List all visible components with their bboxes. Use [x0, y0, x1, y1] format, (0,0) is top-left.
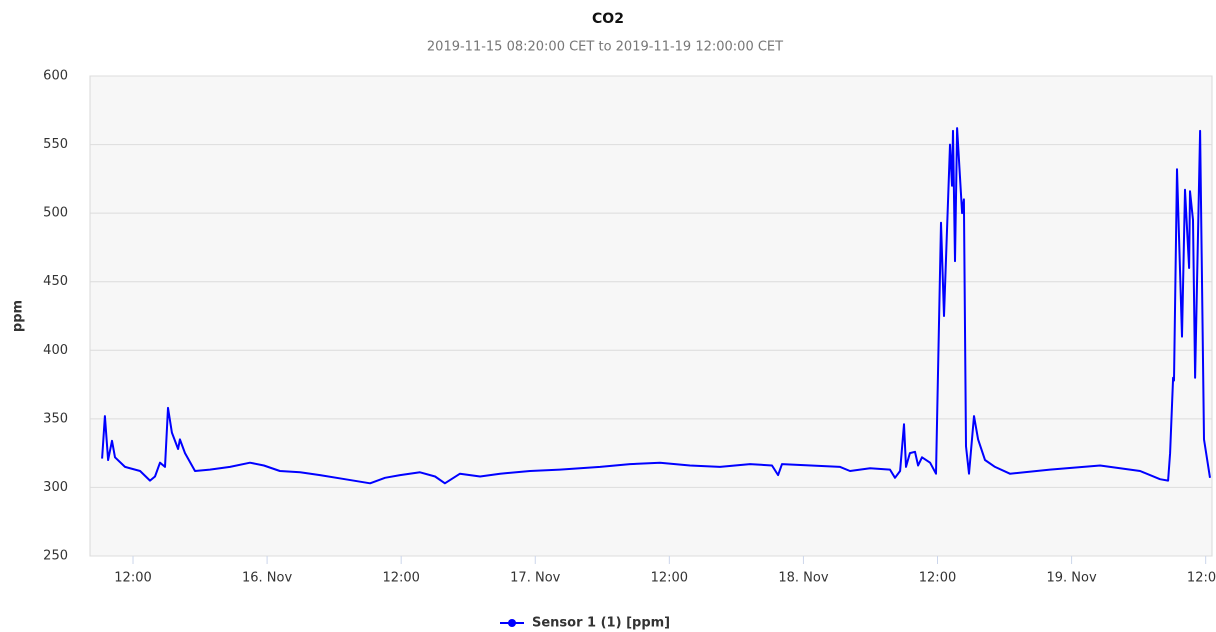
- y-tick-label: 350: [43, 411, 68, 426]
- y-tick-label: 250: [43, 549, 68, 564]
- x-tick-label: 12:00: [114, 571, 151, 586]
- x-tick-label: 12:00: [382, 571, 419, 586]
- x-tick-label: 12:00: [919, 571, 956, 586]
- y-tick-label: 500: [43, 206, 68, 221]
- x-tick-label: 12:00: [1187, 571, 1216, 586]
- x-tick-label: 12:00: [651, 571, 688, 586]
- y-axis-label: ppm: [11, 300, 26, 332]
- chart-subtitle: 2019-11-15 08:20:00 CET to 2019-11-19 12…: [427, 40, 783, 55]
- chart-title: CO2: [592, 11, 624, 27]
- legend-label: Sensor 1 (1) [ppm]: [532, 616, 670, 631]
- plot-area: [89, 75, 1213, 557]
- x-tick-label: 17. Nov: [510, 571, 560, 586]
- line: [101, 127, 1211, 485]
- y-tick-label: 450: [43, 274, 68, 289]
- legend-marker: [508, 619, 516, 627]
- y-tick-label: 600: [43, 69, 68, 84]
- y-tick-label: 550: [43, 137, 68, 152]
- y-tick-label: 400: [43, 343, 68, 358]
- x-tick-label: 19. Nov: [1046, 571, 1096, 586]
- x-tick-label: 16. Nov: [242, 571, 292, 586]
- y-tick-label: 300: [43, 480, 68, 495]
- x-tick-label: 18. Nov: [778, 571, 828, 586]
